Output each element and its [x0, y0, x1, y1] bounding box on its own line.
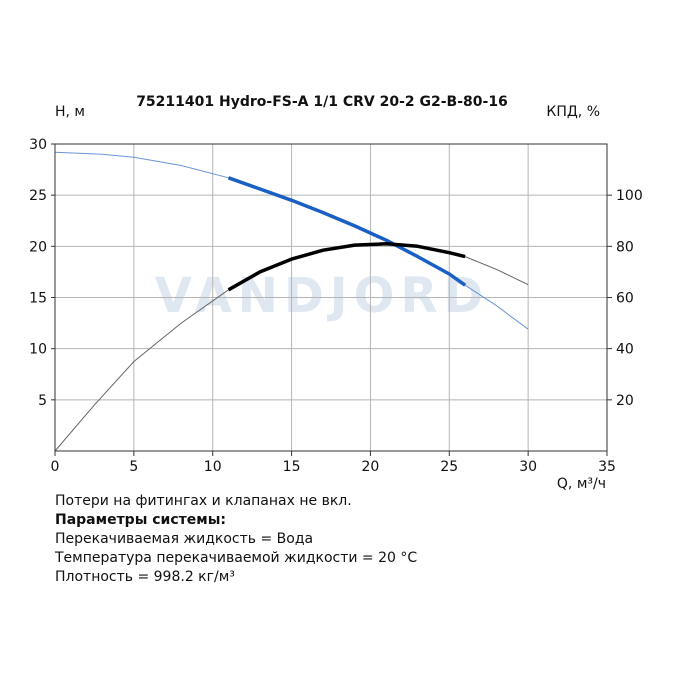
- grid: [54, 143, 608, 451]
- series-group: [54, 151, 529, 452]
- y-tick-label: 10: [29, 342, 47, 358]
- x-tick-label: 10: [204, 459, 222, 475]
- x-axis-label: Q, м³/ч: [557, 476, 606, 492]
- x-tick-label: 20: [362, 459, 380, 475]
- y-tick-label: 30: [29, 137, 47, 153]
- y2-tick-label: 80: [616, 239, 634, 255]
- notes-line-temperature: Температура перекачиваемой жидкости = 20…: [55, 550, 418, 566]
- x-tick-label: 35: [598, 459, 616, 475]
- y2-tick-label: 40: [616, 342, 634, 358]
- notes-block: Потери на фитингах и клапанах не вкл. Па…: [55, 492, 417, 587]
- y2-tick-label: 100: [616, 188, 643, 204]
- x-tick-label: 5: [129, 459, 138, 475]
- y2-tick-label: 20: [616, 393, 634, 409]
- y-tick-label: 15: [29, 291, 47, 307]
- notes-line-density: Плотность = 998.2 кг/м³: [55, 569, 235, 585]
- chart-title: 75211401 Hydro-FS-A 1/1 CRV 20-2 G2-B-80…: [136, 94, 508, 110]
- notes-line-fittings: Потери на фитингах и клапанах не вкл.: [55, 493, 352, 509]
- x-tick-label: 15: [283, 459, 301, 475]
- y2-tick-label: 60: [616, 291, 634, 307]
- x-tick-label: 0: [51, 459, 60, 475]
- y-tick-label: 25: [29, 188, 47, 204]
- y-axis-label: H, м: [55, 104, 85, 120]
- x-tick-label: 25: [440, 459, 458, 475]
- notes-heading: Параметры системы:: [55, 512, 226, 528]
- notes-line-fluid: Перекачиваемая жидкость = Вода: [55, 531, 314, 547]
- y-tick-label: 20: [29, 239, 47, 255]
- series-operating-range-2: [227, 242, 466, 292]
- x-tick-label: 30: [519, 459, 537, 475]
- y-tick-label: 5: [38, 393, 47, 409]
- axes: 0 5 10 15 20 25 30 35 5 10 15 20 25 30 20 40 60 80 100: [29, 137, 643, 475]
- watermark: VANDJORD: [155, 268, 490, 324]
- plot-frame: [54, 143, 608, 452]
- series-operating-range-1: [227, 176, 467, 287]
- y2-axis-label: КПД, %: [546, 104, 600, 120]
